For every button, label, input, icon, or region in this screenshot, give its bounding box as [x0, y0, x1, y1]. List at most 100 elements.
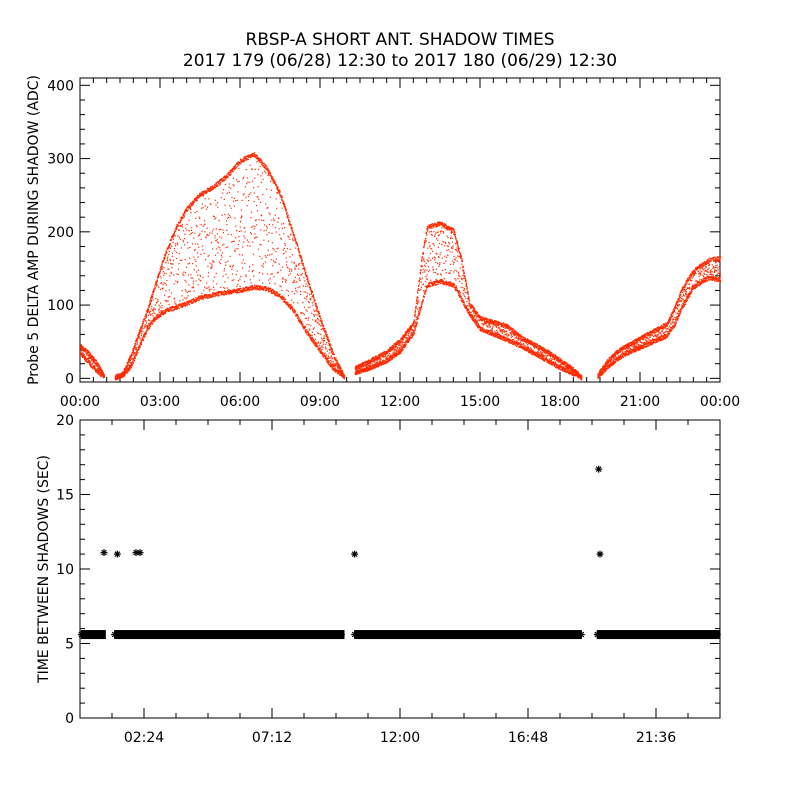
- data-point: [101, 370, 103, 372]
- data-point: [219, 183, 221, 185]
- data-point: [246, 286, 248, 288]
- data-point: [282, 296, 284, 298]
- data-point: [316, 305, 318, 308]
- data-point: [401, 348, 403, 350]
- data-point: [196, 196, 198, 198]
- data-point: [141, 326, 143, 328]
- data-point: [190, 277, 192, 279]
- data-point: [387, 355, 389, 357]
- data-point: [154, 317, 156, 319]
- data-point: [98, 371, 100, 373]
- data-point: [140, 330, 142, 332]
- data-point: [332, 358, 334, 360]
- data-point: [225, 292, 227, 294]
- data-point: [334, 370, 336, 372]
- data-point: [223, 180, 225, 182]
- data-point: [192, 299, 194, 301]
- data-point: [162, 284, 164, 286]
- data-point: [368, 362, 370, 364]
- data-point: [178, 263, 180, 265]
- data-point: [183, 303, 185, 306]
- data-point: [186, 241, 189, 243]
- data-point: [197, 256, 199, 258]
- data-point: [281, 299, 283, 301]
- data-point: [236, 162, 238, 164]
- data-point: [403, 336, 405, 338]
- data-point: [241, 215, 243, 217]
- data-point: [129, 365, 132, 367]
- data-point: [323, 339, 325, 342]
- data-point: [266, 227, 268, 229]
- data-point: [269, 277, 271, 280]
- data-point: [154, 284, 156, 286]
- data-point: [197, 197, 199, 199]
- data-point: [242, 267, 244, 269]
- data-point: [213, 289, 215, 291]
- data-point: [289, 238, 291, 240]
- data-point: [218, 181, 220, 183]
- data-point: [302, 285, 305, 287]
- data-point: [130, 367, 132, 369]
- data-point: [339, 370, 341, 372]
- data-point: [170, 272, 172, 274]
- data-point: [168, 310, 170, 312]
- data-point: [259, 286, 261, 288]
- data-point: [399, 349, 401, 351]
- data-point: [299, 251, 301, 253]
- data-point: [385, 358, 387, 360]
- data-point: [329, 363, 331, 365]
- data-point: [140, 335, 142, 337]
- data-point: [182, 239, 184, 241]
- data-point: [308, 323, 310, 326]
- data-point: [386, 353, 388, 355]
- data-point: [203, 224, 205, 226]
- data-point: [179, 238, 182, 241]
- data-point: [147, 311, 149, 313]
- data-point: [318, 323, 320, 325]
- data-point: [240, 209, 242, 211]
- data-point: [135, 347, 137, 349]
- data-point: [258, 159, 260, 161]
- data-point: [273, 219, 275, 222]
- data-point: [264, 255, 266, 257]
- data-point: [217, 291, 219, 294]
- data-point: [340, 374, 342, 376]
- data-point: [254, 284, 256, 287]
- data-point: [322, 328, 324, 331]
- data-point: [202, 225, 204, 227]
- data-point: [322, 354, 325, 356]
- data-point: [253, 187, 255, 189]
- data-point: [220, 197, 222, 199]
- data-point: [267, 240, 270, 242]
- data-point: [137, 351, 139, 353]
- data-point: [170, 239, 172, 241]
- data-point: [258, 286, 260, 288]
- data-point: [385, 360, 388, 363]
- data-point: [233, 290, 235, 293]
- data-point: [207, 189, 209, 191]
- data-point: [181, 226, 183, 228]
- data-point: [211, 230, 213, 232]
- data-point: [187, 274, 189, 276]
- data-point: [142, 340, 144, 342]
- data-point: [184, 233, 186, 235]
- data-point: [157, 277, 159, 279]
- data-point: [159, 268, 161, 271]
- data-point: [407, 340, 409, 342]
- data-point: [327, 357, 330, 359]
- data-point: [167, 300, 169, 302]
- data-point: [149, 320, 151, 322]
- data-point: [383, 352, 385, 354]
- data-point: [301, 272, 304, 274]
- data-point: [326, 342, 328, 344]
- data-point: [397, 347, 399, 349]
- data-point: [131, 354, 133, 357]
- data-point: [171, 237, 173, 239]
- data-point: [300, 321, 302, 323]
- data-point: [405, 334, 407, 337]
- data-point: [151, 295, 153, 297]
- data-point: [286, 289, 288, 291]
- data-point: [184, 303, 186, 305]
- data-point: [88, 354, 90, 356]
- data-point: [300, 257, 302, 259]
